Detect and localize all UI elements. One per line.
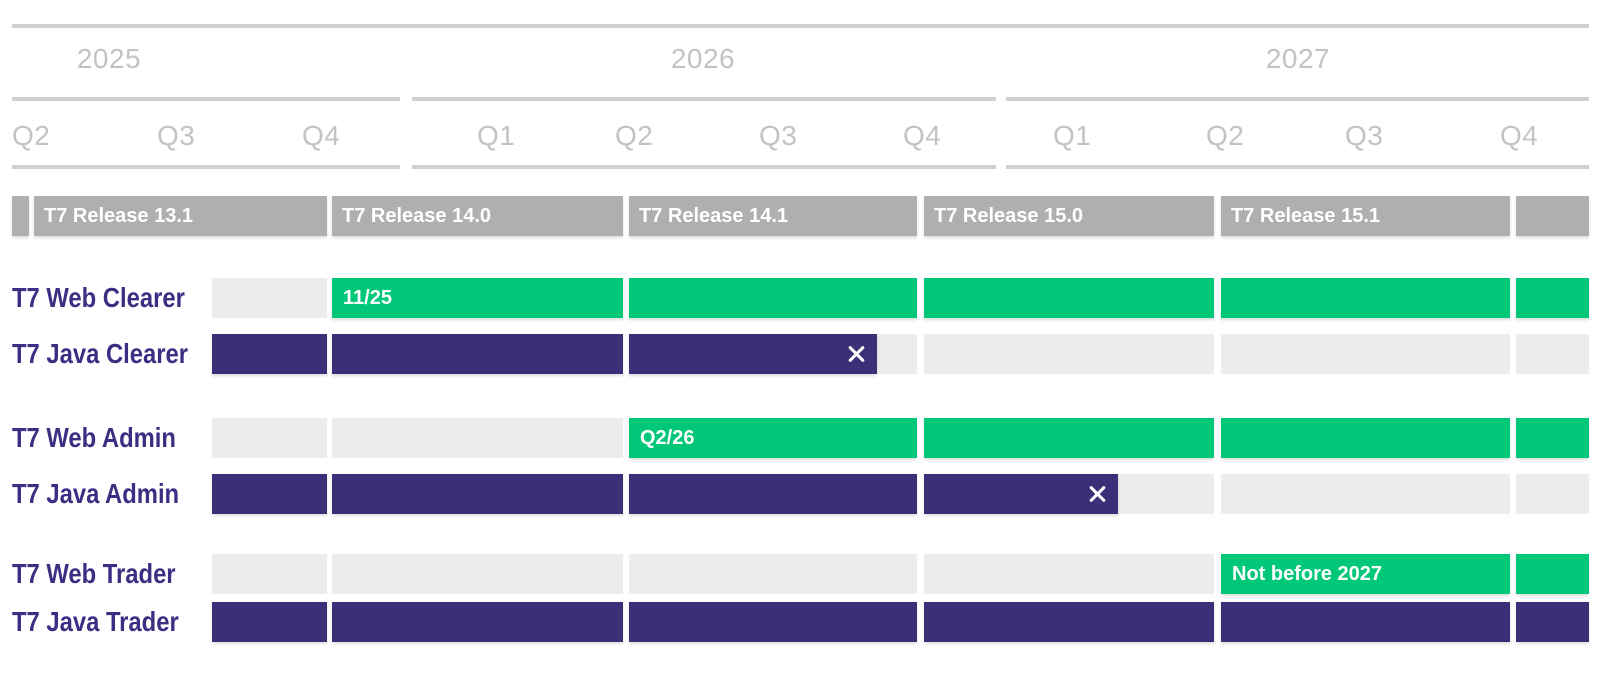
timeline-segment-legacy — [629, 602, 917, 642]
timeline-segment-active: Q2/26 — [629, 418, 917, 458]
timeline-segment-active — [1221, 278, 1510, 318]
timeline-segment-legacy — [212, 602, 327, 642]
timeline-segment-active — [1516, 554, 1589, 594]
timeline-segment-legacy-ending — [924, 474, 1118, 514]
timeline-segment-active: Not before 2027 — [1221, 554, 1510, 594]
release-bar-t7-release-13-1: T7 Release 13.1 — [34, 196, 327, 236]
year-rule — [12, 97, 400, 101]
timeline-segment-active: 11/25 — [332, 278, 623, 318]
availability-note: 11/25 — [343, 287, 392, 309]
row-label-t7-web-admin: T7 Web Admin — [12, 422, 176, 453]
timeline-segment-inactive — [212, 418, 327, 458]
quarter-label: Q1 — [477, 120, 516, 151]
row-label-t7-java-clearer: T7 Java Clearer — [12, 338, 188, 369]
row-label-t7-web-trader: T7 Web Trader — [12, 558, 176, 589]
release-label: T7 Release 14.0 — [342, 205, 491, 227]
quarter-label: Q4 — [1500, 120, 1539, 151]
timeline-segment-legacy — [212, 334, 327, 374]
timeline-segment-legacy — [332, 474, 623, 514]
release-bar-t7-release-14-1: T7 Release 14.1 — [629, 196, 917, 236]
discontinued-x-icon — [1088, 485, 1107, 504]
timeline-segment-inactive — [1516, 474, 1589, 514]
quarter-label: Q2 — [615, 120, 654, 151]
release-label: T7 Release 14.1 — [639, 205, 788, 227]
year-rule — [1006, 97, 1589, 101]
timeline-segment-active — [924, 278, 1214, 318]
release-bar-t7-release-14-0: T7 Release 14.0 — [332, 196, 623, 236]
timeline-segment-inactive — [212, 554, 327, 594]
quarter-rule — [412, 165, 996, 169]
timeline-segment-legacy — [332, 334, 623, 374]
timeline-segment-legacy — [212, 474, 327, 514]
timeline-segment-legacy — [332, 602, 623, 642]
timeline-segment-inactive — [332, 418, 623, 458]
timeline-segment-inactive — [629, 334, 917, 374]
release-label: T7 Release 13.1 — [44, 205, 193, 227]
release-label: T7 Release 15.1 — [1231, 205, 1380, 227]
quarter-label: Q2 — [1206, 120, 1245, 151]
discontinued-x-icon — [847, 345, 866, 364]
quarter-rule — [1006, 165, 1589, 169]
timeline-segment-legacy — [1221, 602, 1510, 642]
timeline-segment-inactive — [1221, 474, 1510, 514]
timeline-segment-inactive — [1516, 334, 1589, 374]
timeline-segment-active — [629, 278, 917, 318]
timeline-segment-legacy-ending — [629, 334, 877, 374]
timeline-segment-inactive — [332, 554, 623, 594]
year-rule — [412, 97, 996, 101]
year-label: 2026 — [670, 43, 736, 74]
quarter-label: Q4 — [302, 120, 341, 151]
row-label-t7-java-trader: T7 Java Trader — [12, 606, 179, 637]
release-label: T7 Release 15.0 — [934, 205, 1083, 227]
release-bar-stub-right — [1516, 196, 1589, 236]
row-label-t7-java-admin: T7 Java Admin — [12, 478, 180, 509]
year-label: 2027 — [1265, 43, 1331, 74]
quarter-label: Q3 — [1345, 120, 1384, 151]
timeline-segment-inactive — [212, 278, 327, 318]
timeline-segment-inactive — [924, 554, 1214, 594]
timeline-segment-legacy — [629, 474, 917, 514]
quarter-label: Q3 — [157, 120, 196, 151]
timeline-segment-active — [1221, 418, 1510, 458]
timeline-segment-legacy — [1516, 602, 1589, 642]
timeline-segment-active — [1516, 418, 1589, 458]
quarter-label: Q1 — [1053, 120, 1092, 151]
release-bar-stub-left — [12, 196, 29, 236]
quarter-rule — [12, 165, 400, 169]
timeline-segment-active — [1516, 278, 1589, 318]
timeline-segment-inactive — [629, 554, 917, 594]
timeline-segment-inactive — [924, 474, 1214, 514]
release-bar-t7-release-15-0: T7 Release 15.0 — [924, 196, 1214, 236]
quarter-label: Q2 — [12, 120, 51, 151]
quarter-label: Q4 — [903, 120, 942, 151]
timeline-segment-inactive — [1221, 334, 1510, 374]
timeline-segment-active — [924, 418, 1214, 458]
availability-note: Q2/26 — [640, 427, 695, 449]
timeline-segment-legacy — [924, 602, 1214, 642]
quarter-label: Q3 — [759, 120, 798, 151]
year-label: 2025 — [76, 43, 142, 74]
availability-note: Not before 2027 — [1232, 563, 1383, 585]
row-label-t7-web-clearer: T7 Web Clearer — [12, 282, 185, 313]
timeline-segment-inactive — [924, 334, 1214, 374]
top-rule — [12, 24, 1589, 28]
release-bar-t7-release-15-1: T7 Release 15.1 — [1221, 196, 1510, 236]
